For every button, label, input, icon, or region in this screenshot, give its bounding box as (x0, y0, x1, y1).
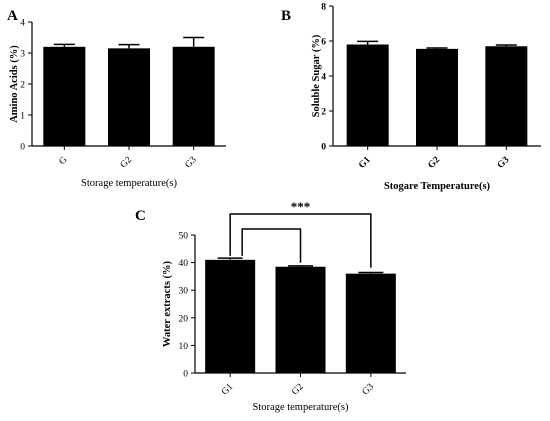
panel-b-bar (346, 44, 389, 146)
panel-c-y-tick-label: 30 (179, 287, 189, 297)
panel-a-bar (108, 48, 150, 146)
panel-a-y-axis-title: Amino Acids (%) (9, 45, 20, 123)
panel-c-bar (345, 273, 396, 373)
panel-c-y-tick-label: 50 (179, 232, 189, 242)
panel-c-bar (205, 259, 256, 373)
panel-c-bracket-g1-g3 (229, 213, 372, 268)
panel-a-y-tick-label: 1 (20, 112, 25, 122)
panel-c-letter: C (135, 208, 146, 224)
panel-c-significance-marker: *** (291, 199, 311, 214)
panel-c-y-tick-label: 20 (179, 314, 189, 324)
panel-a-y-tick-label: 4 (20, 19, 25, 29)
panel-c-x-axis-title: Storage temperature(s) (253, 402, 349, 413)
panel-b-x-axis-title: Stogare Temperature(s) (384, 181, 491, 192)
panel-c-category-label: G1 (220, 382, 235, 397)
panel-a-bar (43, 46, 86, 146)
panel-b-y-tick-label: 4 (321, 73, 326, 83)
panel-b-category-label: G3 (496, 155, 512, 171)
panel-b-bar (416, 48, 458, 146)
panel-a-letter: A (7, 8, 18, 24)
panel-c-category-label: G3 (361, 382, 376, 397)
panel-b-category-label: G1 (357, 155, 373, 171)
panel-c-y-tick-label: 0 (183, 370, 188, 380)
panel-a-category-label: G (58, 155, 70, 167)
panel-c-y-tick-label: 10 (179, 342, 189, 352)
panel-a-y-tick-label: 0 (20, 143, 25, 153)
panel-c-category-label: G2 (290, 382, 305, 397)
panel-b-letter: B (281, 8, 291, 24)
panel-b-y-tick-label: 2 (321, 108, 326, 118)
panel-a-category-label: G3 (183, 155, 198, 170)
panel-b-bar (485, 46, 528, 146)
panel-a-y-tick-label: 2 (20, 81, 25, 91)
panel-b-y-tick-label: 0 (321, 143, 326, 153)
panel-a-category-label: G2 (119, 155, 134, 170)
panel-a-bar (172, 46, 215, 146)
panel-c-bracket-g1-g2 (241, 228, 302, 263)
panel-b-y-tick-label: 8 (321, 3, 326, 13)
panel-c-y-axis-title: Water extracts (%) (162, 260, 173, 347)
panel-b-y-tick-label: 6 (321, 38, 326, 48)
panel-a-x-axis-title: Storage temperature(s) (81, 178, 177, 189)
panel-b-y-axis-title: Soluble Sugar (%) (311, 34, 322, 117)
panel-b-category-label: G2 (426, 155, 442, 171)
panel-c-y-tick-label: 40 (179, 259, 189, 269)
panel-c-bar (275, 266, 326, 373)
panel-a-y-tick-label: 3 (20, 50, 25, 60)
